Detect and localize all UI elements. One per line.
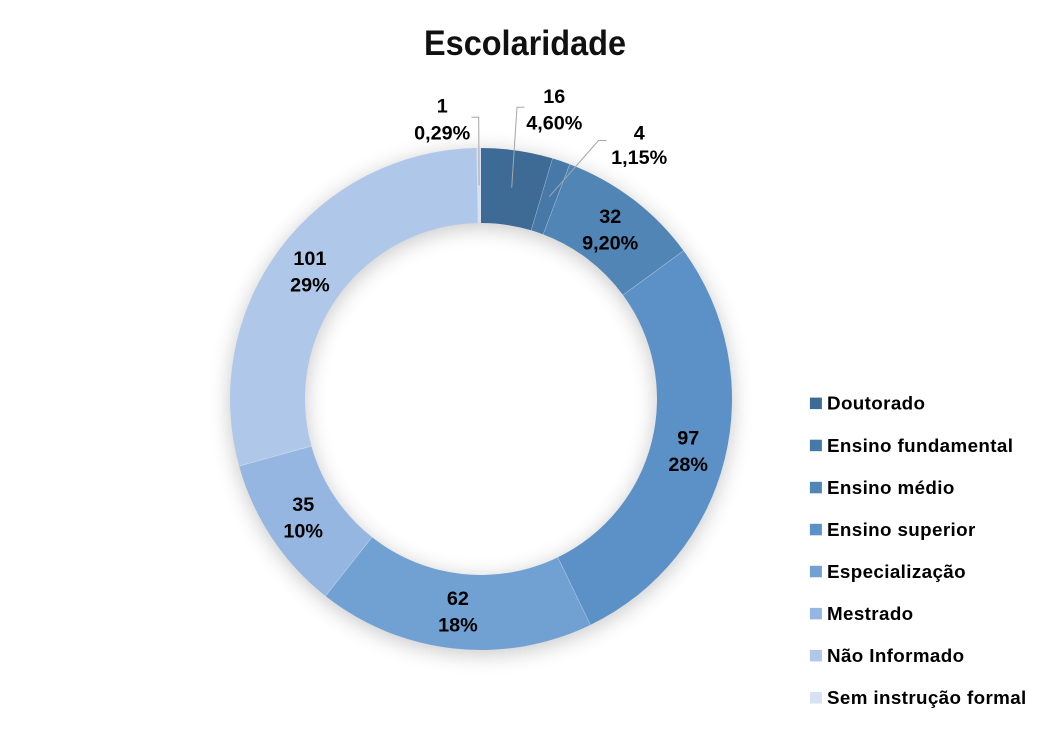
svg-text:Ensino médio: Ensino médio	[827, 477, 955, 498]
svg-text:35: 35	[292, 494, 314, 516]
svg-text:9,20%: 9,20%	[582, 232, 639, 254]
svg-text:4,60%: 4,60%	[526, 113, 583, 135]
svg-text:4: 4	[634, 122, 645, 144]
svg-text:1: 1	[437, 96, 448, 118]
svg-text:62: 62	[447, 588, 469, 610]
svg-text:10%: 10%	[283, 521, 323, 543]
svg-text:Doutorado: Doutorado	[827, 393, 925, 414]
svg-text:28%: 28%	[668, 454, 708, 476]
svg-text:18%: 18%	[438, 615, 478, 637]
svg-text:Especialização: Especialização	[827, 561, 966, 582]
svg-text:29%: 29%	[290, 275, 330, 297]
svg-text:Mestrado: Mestrado	[827, 603, 914, 624]
svg-text:101: 101	[293, 248, 326, 270]
svg-text:97: 97	[677, 427, 699, 449]
svg-text:0,29%: 0,29%	[414, 122, 471, 144]
svg-text:Ensino fundamental: Ensino fundamental	[827, 435, 1013, 456]
svg-text:Não Informado: Não Informado	[827, 645, 964, 666]
svg-text:Sem instrução formal: Sem instrução formal	[827, 687, 1027, 708]
svg-text:Escolaridade: Escolaridade	[424, 24, 626, 63]
svg-text:16: 16	[543, 86, 565, 108]
svg-text:1,15%: 1,15%	[611, 147, 668, 169]
svg-text:Ensino superior: Ensino superior	[827, 519, 976, 540]
svg-text:32: 32	[599, 206, 621, 228]
